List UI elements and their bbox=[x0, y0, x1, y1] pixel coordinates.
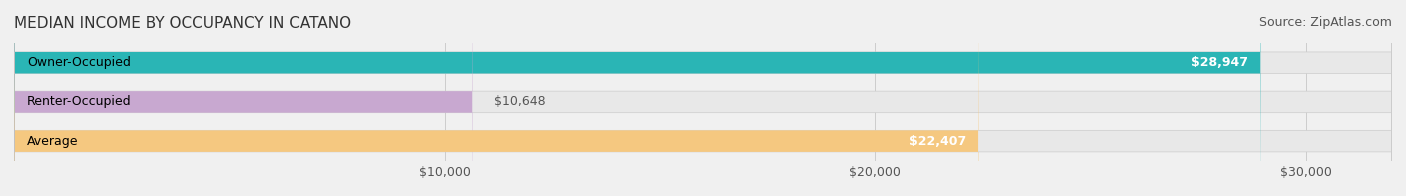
FancyBboxPatch shape bbox=[14, 0, 979, 196]
FancyBboxPatch shape bbox=[14, 0, 1392, 196]
FancyBboxPatch shape bbox=[14, 0, 1392, 196]
Text: Source: ZipAtlas.com: Source: ZipAtlas.com bbox=[1258, 16, 1392, 29]
Text: Average: Average bbox=[27, 135, 79, 148]
Text: $22,407: $22,407 bbox=[908, 135, 966, 148]
Text: Renter-Occupied: Renter-Occupied bbox=[27, 95, 132, 108]
FancyBboxPatch shape bbox=[14, 0, 1392, 196]
Text: MEDIAN INCOME BY OCCUPANCY IN CATANO: MEDIAN INCOME BY OCCUPANCY IN CATANO bbox=[14, 16, 352, 31]
Text: $10,648: $10,648 bbox=[494, 95, 546, 108]
Text: Owner-Occupied: Owner-Occupied bbox=[27, 56, 131, 69]
Text: $28,947: $28,947 bbox=[1191, 56, 1247, 69]
FancyBboxPatch shape bbox=[14, 0, 472, 196]
FancyBboxPatch shape bbox=[14, 0, 1261, 196]
